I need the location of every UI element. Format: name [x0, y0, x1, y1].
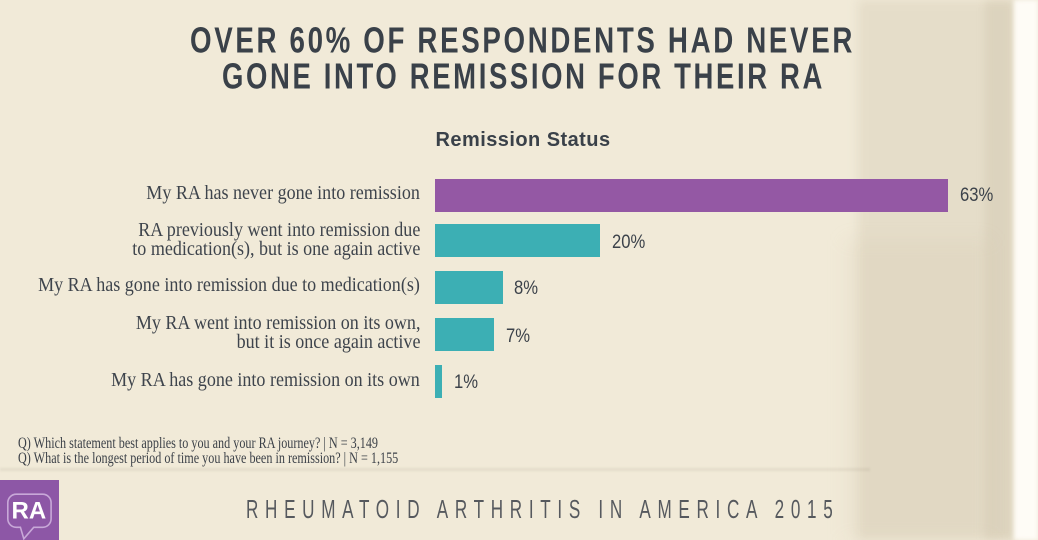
svg-text:GONE INTO REMISSION FOR THEIR: GONE INTO REMISSION FOR THEIR RA [222, 56, 825, 97]
svg-text:RA: RA [12, 497, 47, 524]
svg-text:OVER 60% OF RESPONDENTS HAD NE: OVER 60% OF RESPONDENTS HAD NEVER [190, 20, 855, 61]
